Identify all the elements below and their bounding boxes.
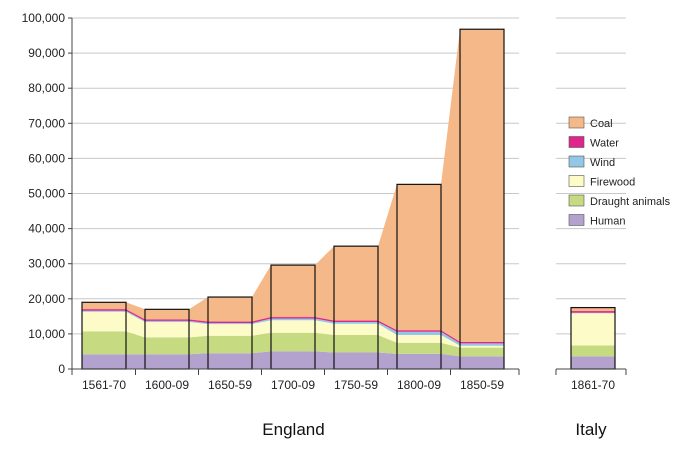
legend-label-coal: Coal (590, 118, 613, 130)
area-firewood (82, 311, 504, 348)
legend-label-water: Water (590, 138, 619, 150)
x-tick-label: 1861-70 (571, 378, 615, 392)
y-tick-label: 80,000 (28, 81, 65, 95)
y-tick-label: 100,000 (22, 11, 66, 25)
legend-label-draught-animals: Draught animals (590, 196, 671, 208)
x-tick-label: 1850-59 (460, 378, 504, 392)
y-axis: 0 10,000 20,000 30,000 40,000 50,000 60,000 70,… (22, 11, 73, 376)
legend: Coal Water Wind Firewood Draught animals Huma… (568, 116, 671, 228)
x-tick-label: 1561-70 (82, 378, 126, 392)
x-tick-label: 1700-09 (271, 378, 315, 392)
y-tick-label: 20,000 (28, 292, 65, 306)
legend-label-firewood: Firewood (590, 177, 635, 189)
x-tick-label: 1650-59 (208, 378, 252, 392)
y-tick-label: 90,000 (28, 46, 65, 60)
group-italy: 1861-70 Italy (555, 306, 627, 439)
area-human (571, 356, 615, 369)
x-tick-label: 1600-09 (145, 378, 189, 392)
x-tick-label: 1750-59 (334, 378, 378, 392)
x-tick-label: 1800-09 (397, 378, 441, 392)
legend-label-human: Human (590, 216, 625, 228)
group-label: Italy (575, 420, 607, 439)
legend-swatch-draught-animals (568, 194, 585, 207)
area-draught-animals (82, 331, 504, 357)
y-tick-label: 30,000 (28, 257, 65, 271)
legend-swatch-water (568, 136, 585, 148)
area-draught-animals (571, 345, 615, 357)
area-coal (82, 29, 504, 342)
y-tick-label: 40,000 (28, 222, 65, 236)
legend-label-wind: Wind (590, 157, 615, 169)
y-tick-label: 70,000 (28, 116, 65, 130)
group-label: England (262, 420, 324, 439)
y-tick-label: 10,000 (28, 327, 65, 341)
y-tick-label: 50,000 (28, 187, 65, 201)
area-coal (571, 307, 615, 312)
y-tick-label: 60,000 (28, 151, 65, 165)
y-tick-label: 0 (58, 362, 65, 376)
area-firewood (571, 313, 615, 346)
legend-swatch-coal (568, 116, 585, 129)
group-england: 1561-70 1600-09 1650-59 1700-09 1750-59 1800-… (71, 28, 520, 439)
legend-swatch-wind (568, 155, 585, 168)
legend-swatch-human (568, 214, 585, 226)
legend-swatch-firewood (568, 175, 585, 187)
area-human (82, 351, 504, 369)
